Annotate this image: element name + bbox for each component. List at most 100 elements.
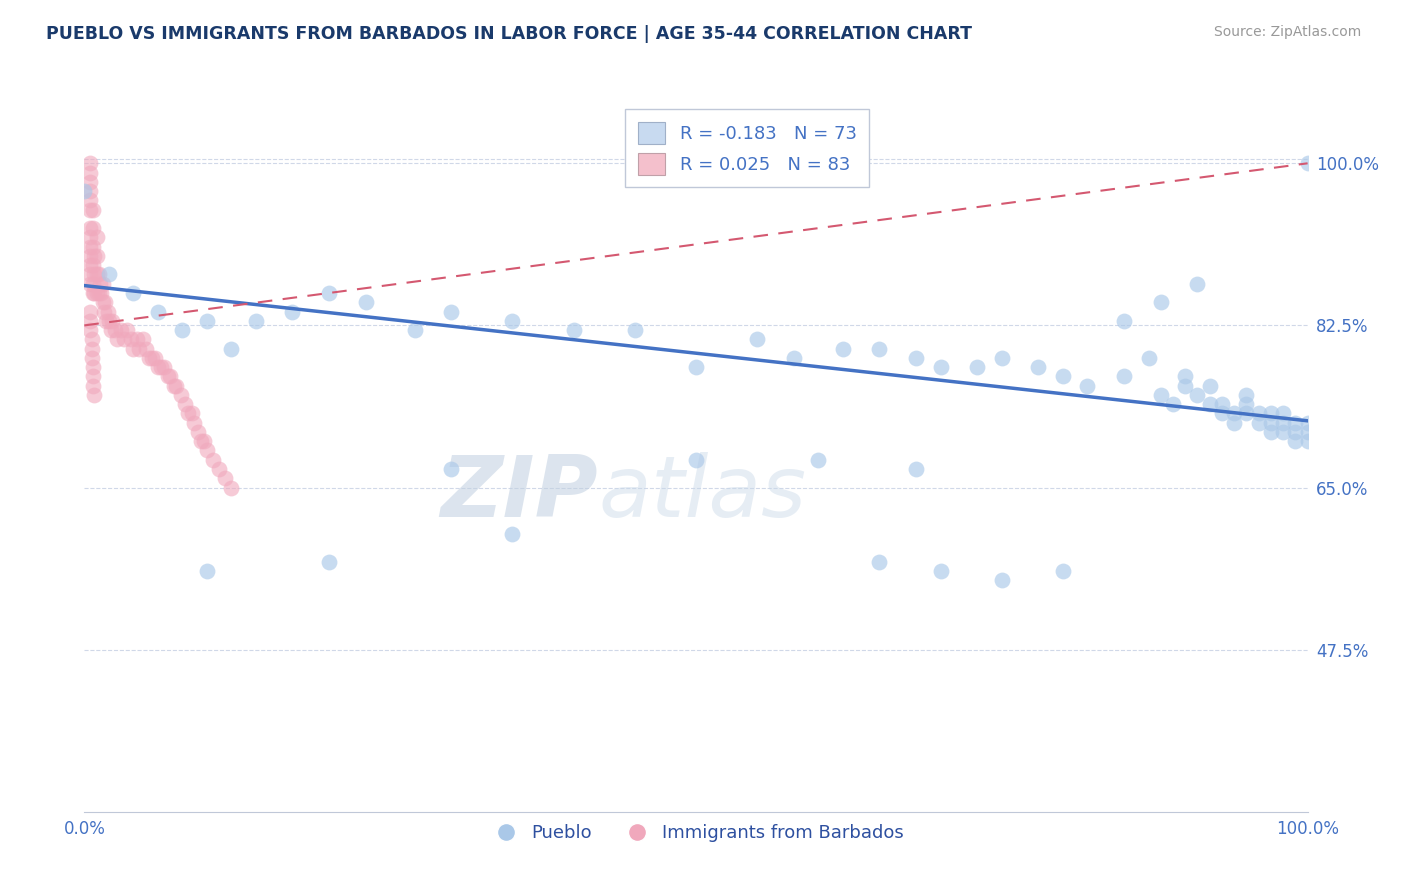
Point <box>83 285 105 300</box>
Point <box>79 194 101 208</box>
Point <box>146 360 169 375</box>
Point <box>82 221 104 235</box>
Point <box>79 249 101 263</box>
Point <box>747 332 769 346</box>
Point <box>86 268 108 282</box>
Point <box>1236 397 1258 411</box>
Point <box>153 360 176 375</box>
Point <box>80 342 103 356</box>
Point <box>79 156 101 170</box>
Point <box>105 332 128 346</box>
Point <box>440 304 463 318</box>
Point <box>79 277 101 291</box>
Point <box>79 165 101 179</box>
Point <box>122 342 145 356</box>
Point <box>128 342 150 356</box>
Point <box>562 323 585 337</box>
Point <box>1198 378 1220 392</box>
Point <box>1296 434 1319 449</box>
Point <box>83 268 105 282</box>
Point <box>187 425 209 439</box>
Point <box>141 351 163 365</box>
Point <box>1247 406 1270 420</box>
Point <box>905 351 928 365</box>
Point <box>165 378 187 392</box>
Point <box>219 481 242 495</box>
Point <box>1296 416 1319 430</box>
Point <box>869 342 891 356</box>
Point <box>93 304 115 318</box>
Point <box>1260 416 1282 430</box>
Point <box>80 351 103 365</box>
Point <box>96 314 118 328</box>
Point <box>991 351 1014 365</box>
Point <box>1284 425 1306 439</box>
Point <box>183 416 205 430</box>
Point <box>87 285 110 300</box>
Point <box>82 378 104 392</box>
Point <box>115 323 138 337</box>
Point <box>79 184 101 198</box>
Point <box>86 230 108 244</box>
Point <box>83 388 105 402</box>
Point <box>1260 406 1282 420</box>
Point <box>79 268 101 282</box>
Point <box>79 314 101 328</box>
Point <box>79 323 101 337</box>
Point <box>1272 425 1295 439</box>
Point <box>87 268 110 282</box>
Point <box>1211 406 1233 420</box>
Point <box>193 434 215 449</box>
Point <box>195 443 218 458</box>
Point <box>101 314 124 328</box>
Point <box>181 406 204 420</box>
Text: PUEBLO VS IMMIGRANTS FROM BARBADOS IN LABOR FORCE | AGE 35-44 CORRELATION CHART: PUEBLO VS IMMIGRANTS FROM BARBADOS IN LA… <box>46 25 973 43</box>
Point <box>502 314 524 328</box>
Point <box>318 555 340 569</box>
Point <box>73 184 96 198</box>
Point <box>79 202 101 217</box>
Point <box>1272 416 1295 430</box>
Point <box>966 360 988 375</box>
Point <box>91 295 114 310</box>
Point <box>807 452 830 467</box>
Point <box>929 564 952 578</box>
Point <box>94 295 117 310</box>
Point <box>79 258 101 272</box>
Point <box>82 202 104 217</box>
Point <box>1296 425 1319 439</box>
Point <box>177 406 200 420</box>
Point <box>83 249 105 263</box>
Point <box>86 249 108 263</box>
Point <box>502 526 524 541</box>
Point <box>1198 397 1220 411</box>
Point <box>90 285 112 300</box>
Point <box>79 221 101 235</box>
Point <box>1236 388 1258 402</box>
Point <box>245 314 267 328</box>
Point <box>1150 388 1173 402</box>
Point <box>110 323 132 337</box>
Point <box>1150 295 1173 310</box>
Point <box>146 304 169 318</box>
Point <box>1052 564 1074 578</box>
Point <box>82 285 104 300</box>
Point <box>79 304 101 318</box>
Point <box>79 230 101 244</box>
Point <box>219 342 242 356</box>
Point <box>1187 388 1209 402</box>
Point <box>1137 351 1160 365</box>
Point <box>1114 369 1136 384</box>
Point <box>783 351 806 365</box>
Text: atlas: atlas <box>598 452 806 535</box>
Point <box>79 175 101 189</box>
Point <box>79 240 101 254</box>
Point <box>1028 360 1050 375</box>
Point <box>163 378 186 392</box>
Point <box>1223 416 1246 430</box>
Point <box>150 360 173 375</box>
Point <box>1161 397 1184 411</box>
Point <box>195 564 218 578</box>
Point <box>869 555 891 569</box>
Point <box>195 314 218 328</box>
